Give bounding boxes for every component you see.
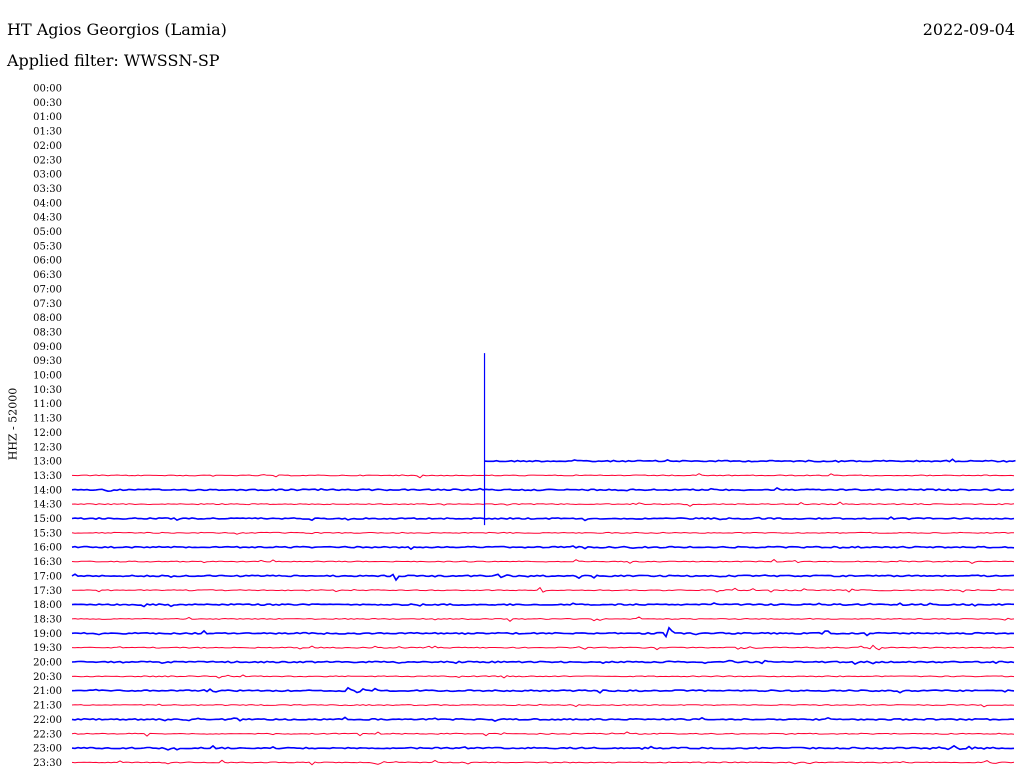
trace-line <box>71 759 1015 766</box>
row-time-label: 04:00 <box>33 198 62 209</box>
row-time-label: 01:00 <box>33 112 62 123</box>
row-time-label: 15:30 <box>33 528 62 539</box>
row-time-label: 13:00 <box>33 457 62 468</box>
row-time-label: 05:00 <box>33 227 62 238</box>
trace-line <box>71 602 1015 608</box>
row-time-label: 16:00 <box>33 543 62 554</box>
trace-line <box>71 744 1015 751</box>
row-time-label: 08:30 <box>33 327 62 338</box>
row-time-label: 21:00 <box>33 686 62 697</box>
row-time-label: 19:00 <box>33 629 62 640</box>
row-time-label: 14:00 <box>33 485 62 496</box>
trace-line <box>71 626 1015 639</box>
filter-label: Applied filter: WWSSN-SP <box>7 51 220 70</box>
row-time-label: 23:30 <box>33 758 62 769</box>
trace-line <box>71 659 1015 666</box>
row-time-label: 18:00 <box>33 600 62 611</box>
row-time-label: 15:00 <box>33 514 62 525</box>
trace-line <box>71 686 1015 694</box>
row-time-label: 21:30 <box>33 701 62 712</box>
row-time-label: 09:30 <box>33 356 62 367</box>
row-time-label: 22:00 <box>33 715 62 726</box>
trace-line <box>71 616 1015 622</box>
trace-line <box>71 731 1015 737</box>
trace-line <box>71 674 1015 679</box>
trace-line <box>71 531 1014 535</box>
row-time-label: 20:00 <box>33 658 62 669</box>
row-time-label: 16:30 <box>33 557 62 568</box>
trace-line <box>71 473 1015 479</box>
trace-line <box>71 573 1015 582</box>
row-time-label: 03:30 <box>33 184 62 195</box>
row-time-label: 17:30 <box>33 586 62 597</box>
row-time-label: 09:00 <box>33 342 62 353</box>
row-time-label: 06:30 <box>33 270 62 281</box>
station-title: HT Agios Georgios (Lamia) <box>7 20 227 39</box>
trace-line <box>71 486 1015 493</box>
trace-line <box>71 586 1015 593</box>
row-time-label: 20:30 <box>33 672 62 683</box>
row-time-label: 02:00 <box>33 141 62 152</box>
row-time-label: 05:30 <box>33 241 62 252</box>
row-time-label: 02:30 <box>33 155 62 166</box>
trace-line <box>71 703 1015 708</box>
row-time-label: 10:30 <box>33 385 62 396</box>
date-label: 2022-09-04 <box>922 20 1015 39</box>
row-time-label: 00:30 <box>33 98 62 109</box>
row-time-label: 01:30 <box>33 127 62 138</box>
trace-line <box>71 501 1015 507</box>
trace-line <box>71 516 1015 522</box>
row-time-label: 22:30 <box>33 729 62 740</box>
row-time-label: 03:00 <box>33 170 62 181</box>
row-time-label: 17:00 <box>33 571 62 582</box>
row-time-label: 14:30 <box>33 500 62 511</box>
row-time-label: 07:00 <box>33 284 62 295</box>
trace-line <box>71 644 1015 651</box>
row-time-label: 23:00 <box>33 744 62 755</box>
trace-line <box>484 458 1016 463</box>
row-time-label: 10:00 <box>33 371 62 382</box>
row-time-label: 04:30 <box>33 213 62 224</box>
row-time-label: 00:00 <box>33 84 62 95</box>
row-time-label: 11:00 <box>33 399 62 410</box>
trace-line <box>71 558 1015 564</box>
row-time-label: 18:30 <box>33 614 62 625</box>
trace-line <box>71 716 1015 722</box>
row-time-label: 07:30 <box>33 299 62 310</box>
row-time-label: 08:00 <box>33 313 62 324</box>
row-time-label: 13:30 <box>33 471 62 482</box>
row-time-label: 11:30 <box>33 414 62 425</box>
row-time-label: 19:30 <box>33 643 62 654</box>
row-time-label: 12:30 <box>33 442 62 453</box>
row-time-label: 12:00 <box>33 428 62 439</box>
trace-line <box>71 545 1015 551</box>
row-time-label: 06:00 <box>33 256 62 267</box>
